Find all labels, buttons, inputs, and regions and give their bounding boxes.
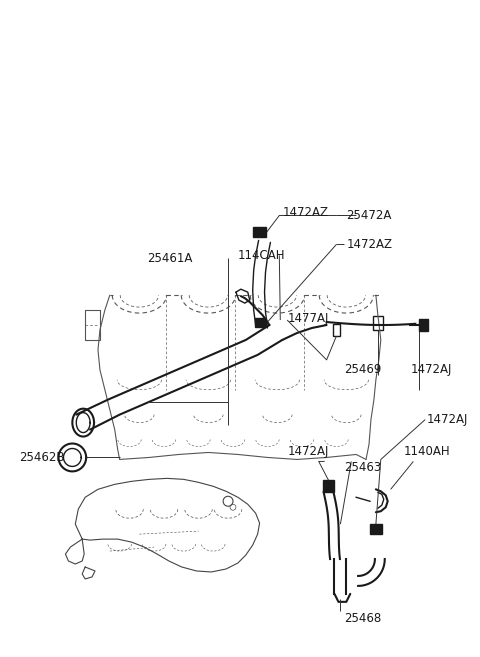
Text: 25461A: 25461A	[147, 252, 192, 265]
Text: 25469: 25469	[344, 363, 382, 376]
Bar	[373, 316, 383, 330]
Text: 1477AJ: 1477AJ	[287, 311, 329, 325]
Polygon shape	[252, 227, 266, 237]
Polygon shape	[323, 480, 335, 492]
Bar	[333, 324, 340, 336]
Polygon shape	[255, 317, 266, 327]
Text: 1140AH: 1140AH	[404, 445, 450, 458]
Polygon shape	[419, 319, 428, 331]
Polygon shape	[370, 524, 382, 534]
Text: 114CAH: 114CAH	[238, 249, 286, 261]
Text: 25468: 25468	[344, 612, 382, 625]
Text: 25472A: 25472A	[346, 209, 392, 222]
Text: 1472AZ: 1472AZ	[282, 206, 328, 219]
Text: 1472AZ: 1472AZ	[346, 238, 392, 251]
Text: 1472AJ: 1472AJ	[410, 363, 452, 376]
Text: 25462B: 25462B	[19, 451, 65, 464]
Text: 1472AJ: 1472AJ	[427, 413, 468, 426]
Text: 25463: 25463	[344, 461, 382, 474]
Text: 1472AJ: 1472AJ	[287, 445, 329, 458]
